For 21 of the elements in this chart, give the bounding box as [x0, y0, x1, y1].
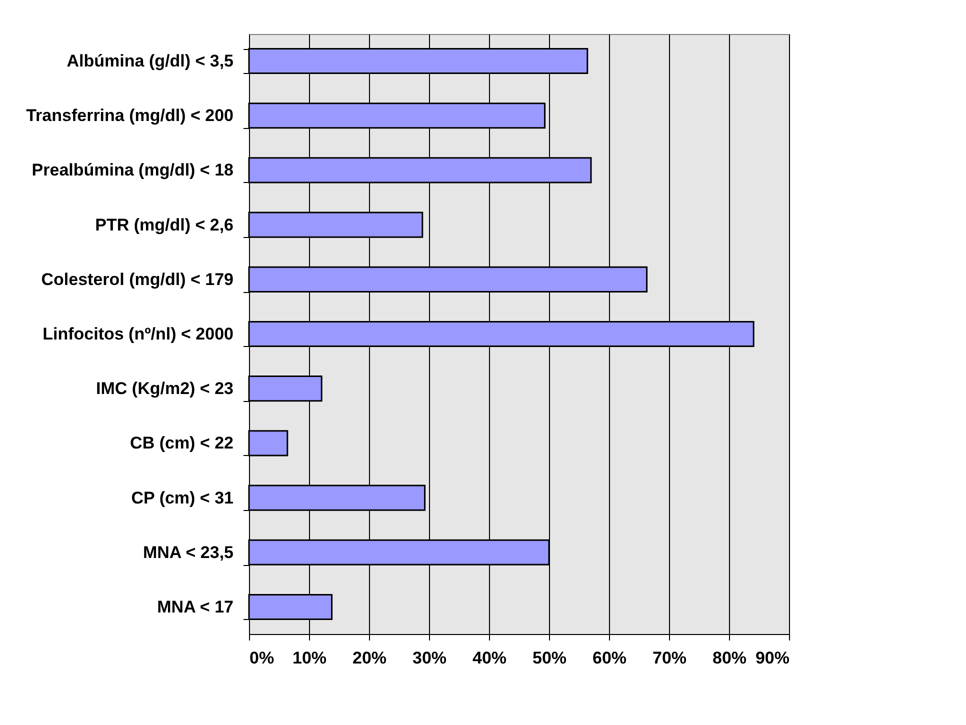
x-tick-label: 10% — [292, 648, 327, 668]
y-tick-label: MNA < 17 — [157, 597, 234, 616]
x-tick-label: 30% — [412, 648, 447, 668]
y-tick-label: CP (cm) < 31 — [131, 488, 234, 508]
x-tick-label: 0% — [250, 648, 274, 668]
y-tick-label: IMC (Kg/m2) < 23 — [96, 379, 234, 398]
x-tick-label: 60% — [592, 648, 627, 668]
x-tick-label: 20% — [352, 648, 387, 668]
y-tick-label: PTR (mg/dl) < 2,6 — [95, 215, 234, 234]
y-tick-label: Linfocitos (nº/nl) < 2000 — [42, 324, 234, 344]
y-tick-label: Transferrina (mg/dl) < 200 — [26, 106, 234, 126]
y-tick-label: Prealbúmina (mg/dl) < 18 — [32, 160, 234, 180]
y-tick-label: Colesterol (mg/dl) < 179 — [41, 270, 234, 289]
x-tick-label: 90% — [755, 648, 790, 668]
x-tick-label: 70% — [652, 648, 687, 668]
y-tick-label: Albúmina (g/dl) < 3,5 — [66, 52, 234, 71]
y-tick-label: MNA < 23,5 — [142, 542, 234, 562]
y-tick-label: CB (cm) < 22 — [130, 434, 234, 453]
x-tick-label: 40% — [472, 648, 507, 668]
x-tick-label: 80% — [712, 648, 747, 668]
x-tick-label: 50% — [532, 648, 567, 668]
